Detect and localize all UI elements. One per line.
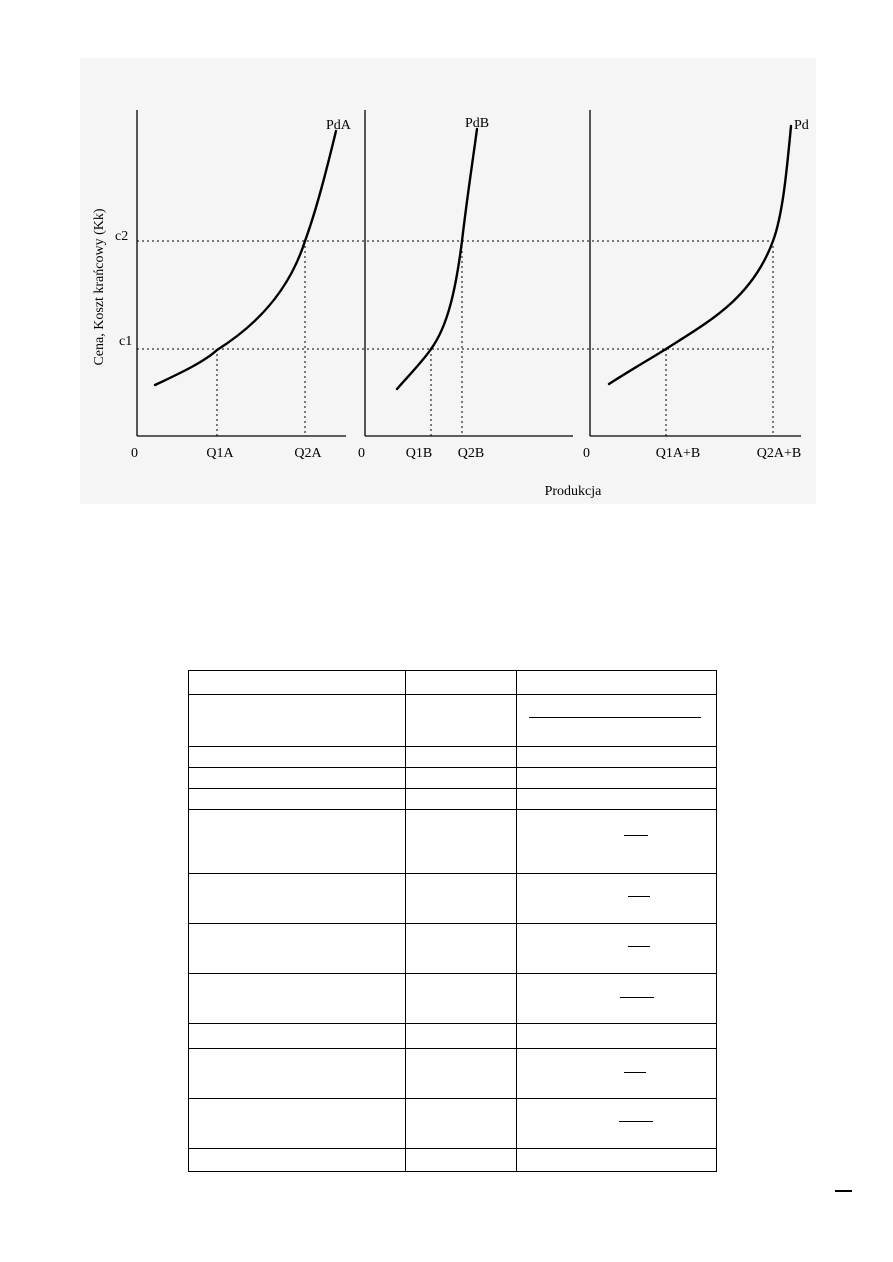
table-cell bbox=[516, 670, 717, 695]
table-row bbox=[188, 923, 717, 974]
origin-label-c: 0 bbox=[583, 446, 590, 461]
curve-pdb bbox=[395, 127, 479, 391]
table-cell bbox=[405, 923, 517, 974]
table-cell bbox=[516, 767, 717, 789]
table-cell bbox=[405, 788, 517, 810]
price-label-c1: c1 bbox=[119, 334, 132, 349]
table-row bbox=[188, 1098, 717, 1149]
data-table bbox=[188, 670, 717, 1172]
tick-label-q2ab: Q2A+B bbox=[757, 446, 801, 461]
table-row bbox=[188, 809, 717, 874]
origin-label-b: 0 bbox=[358, 446, 365, 461]
supply-curves bbox=[153, 124, 793, 391]
table-cell bbox=[188, 1023, 406, 1049]
table-cell bbox=[516, 788, 717, 810]
curve-pd bbox=[607, 124, 793, 386]
table-row bbox=[188, 973, 717, 1024]
table-cell bbox=[188, 809, 406, 874]
fraction-bar bbox=[529, 717, 701, 718]
table-cell bbox=[188, 767, 406, 789]
table-cell bbox=[405, 1048, 517, 1099]
curve-label-pdb: PdB bbox=[465, 116, 489, 131]
table-cell bbox=[188, 923, 406, 974]
price-label-c2: c2 bbox=[115, 229, 128, 244]
table-cell bbox=[405, 1098, 517, 1149]
fraction-bar bbox=[619, 1121, 653, 1122]
curve-pda bbox=[153, 129, 338, 387]
table-cell bbox=[405, 973, 517, 1024]
table-cell bbox=[516, 746, 717, 768]
table-row bbox=[188, 1148, 717, 1172]
table-cell bbox=[188, 694, 406, 747]
table-cell bbox=[188, 873, 406, 924]
table-cell bbox=[188, 746, 406, 768]
curve-label-pd: Pd bbox=[794, 118, 809, 133]
table-cell bbox=[405, 1023, 517, 1049]
table-cell bbox=[405, 670, 517, 695]
tick-label-q2a: Q2A bbox=[294, 446, 322, 461]
table-row bbox=[188, 767, 717, 789]
tick-label-q1ab: Q1A+B bbox=[656, 446, 700, 461]
table-cell bbox=[516, 809, 717, 874]
table-cell bbox=[516, 1048, 717, 1099]
table-cell bbox=[405, 873, 517, 924]
table-cell bbox=[516, 694, 717, 747]
table-cell bbox=[188, 973, 406, 1024]
fraction-bar bbox=[628, 946, 650, 947]
table-row bbox=[188, 670, 717, 695]
fraction-bar bbox=[620, 997, 654, 998]
table-row bbox=[188, 1023, 717, 1049]
tick-label-q1a: Q1A bbox=[206, 446, 234, 461]
tick-label-q2b: Q2B bbox=[458, 446, 484, 461]
fraction-bar bbox=[624, 1072, 646, 1073]
table-cell bbox=[405, 746, 517, 768]
table-row bbox=[188, 1048, 717, 1099]
fraction-bar bbox=[628, 896, 650, 897]
page-corner-mark bbox=[835, 1190, 852, 1192]
table-cell bbox=[188, 1148, 406, 1172]
table-cell bbox=[516, 1023, 717, 1049]
axes bbox=[136, 110, 801, 437]
marginal-cost-figure: Cena, Koszt krańcowy (Kk) bbox=[80, 58, 816, 504]
tick-label-q1b: Q1B bbox=[406, 446, 432, 461]
table-cell bbox=[516, 1148, 717, 1172]
table-cell bbox=[188, 670, 406, 695]
marginal-cost-diagram: Cena, Koszt krańcowy (Kk) bbox=[92, 110, 809, 499]
table-cell bbox=[188, 1098, 406, 1149]
x-axis-title: Produkcja bbox=[545, 484, 603, 499]
table-cell bbox=[516, 1098, 717, 1149]
y-axis-title: Cena, Koszt krańcowy (Kk) bbox=[92, 208, 107, 365]
table-row bbox=[188, 746, 717, 768]
table-cell bbox=[516, 873, 717, 924]
table-cell bbox=[188, 1048, 406, 1099]
fraction-bar bbox=[624, 835, 648, 836]
origin-label-a: 0 bbox=[131, 446, 138, 461]
table-cell bbox=[405, 809, 517, 874]
table-cell bbox=[405, 1148, 517, 1172]
table-row bbox=[188, 873, 717, 924]
curve-label-pda: PdA bbox=[326, 118, 352, 133]
table-row bbox=[188, 788, 717, 810]
table-cell bbox=[516, 973, 717, 1024]
table-cell bbox=[405, 694, 517, 747]
table-row bbox=[188, 694, 717, 747]
table-cell bbox=[188, 788, 406, 810]
table-cell bbox=[405, 767, 517, 789]
table-cell bbox=[516, 923, 717, 974]
